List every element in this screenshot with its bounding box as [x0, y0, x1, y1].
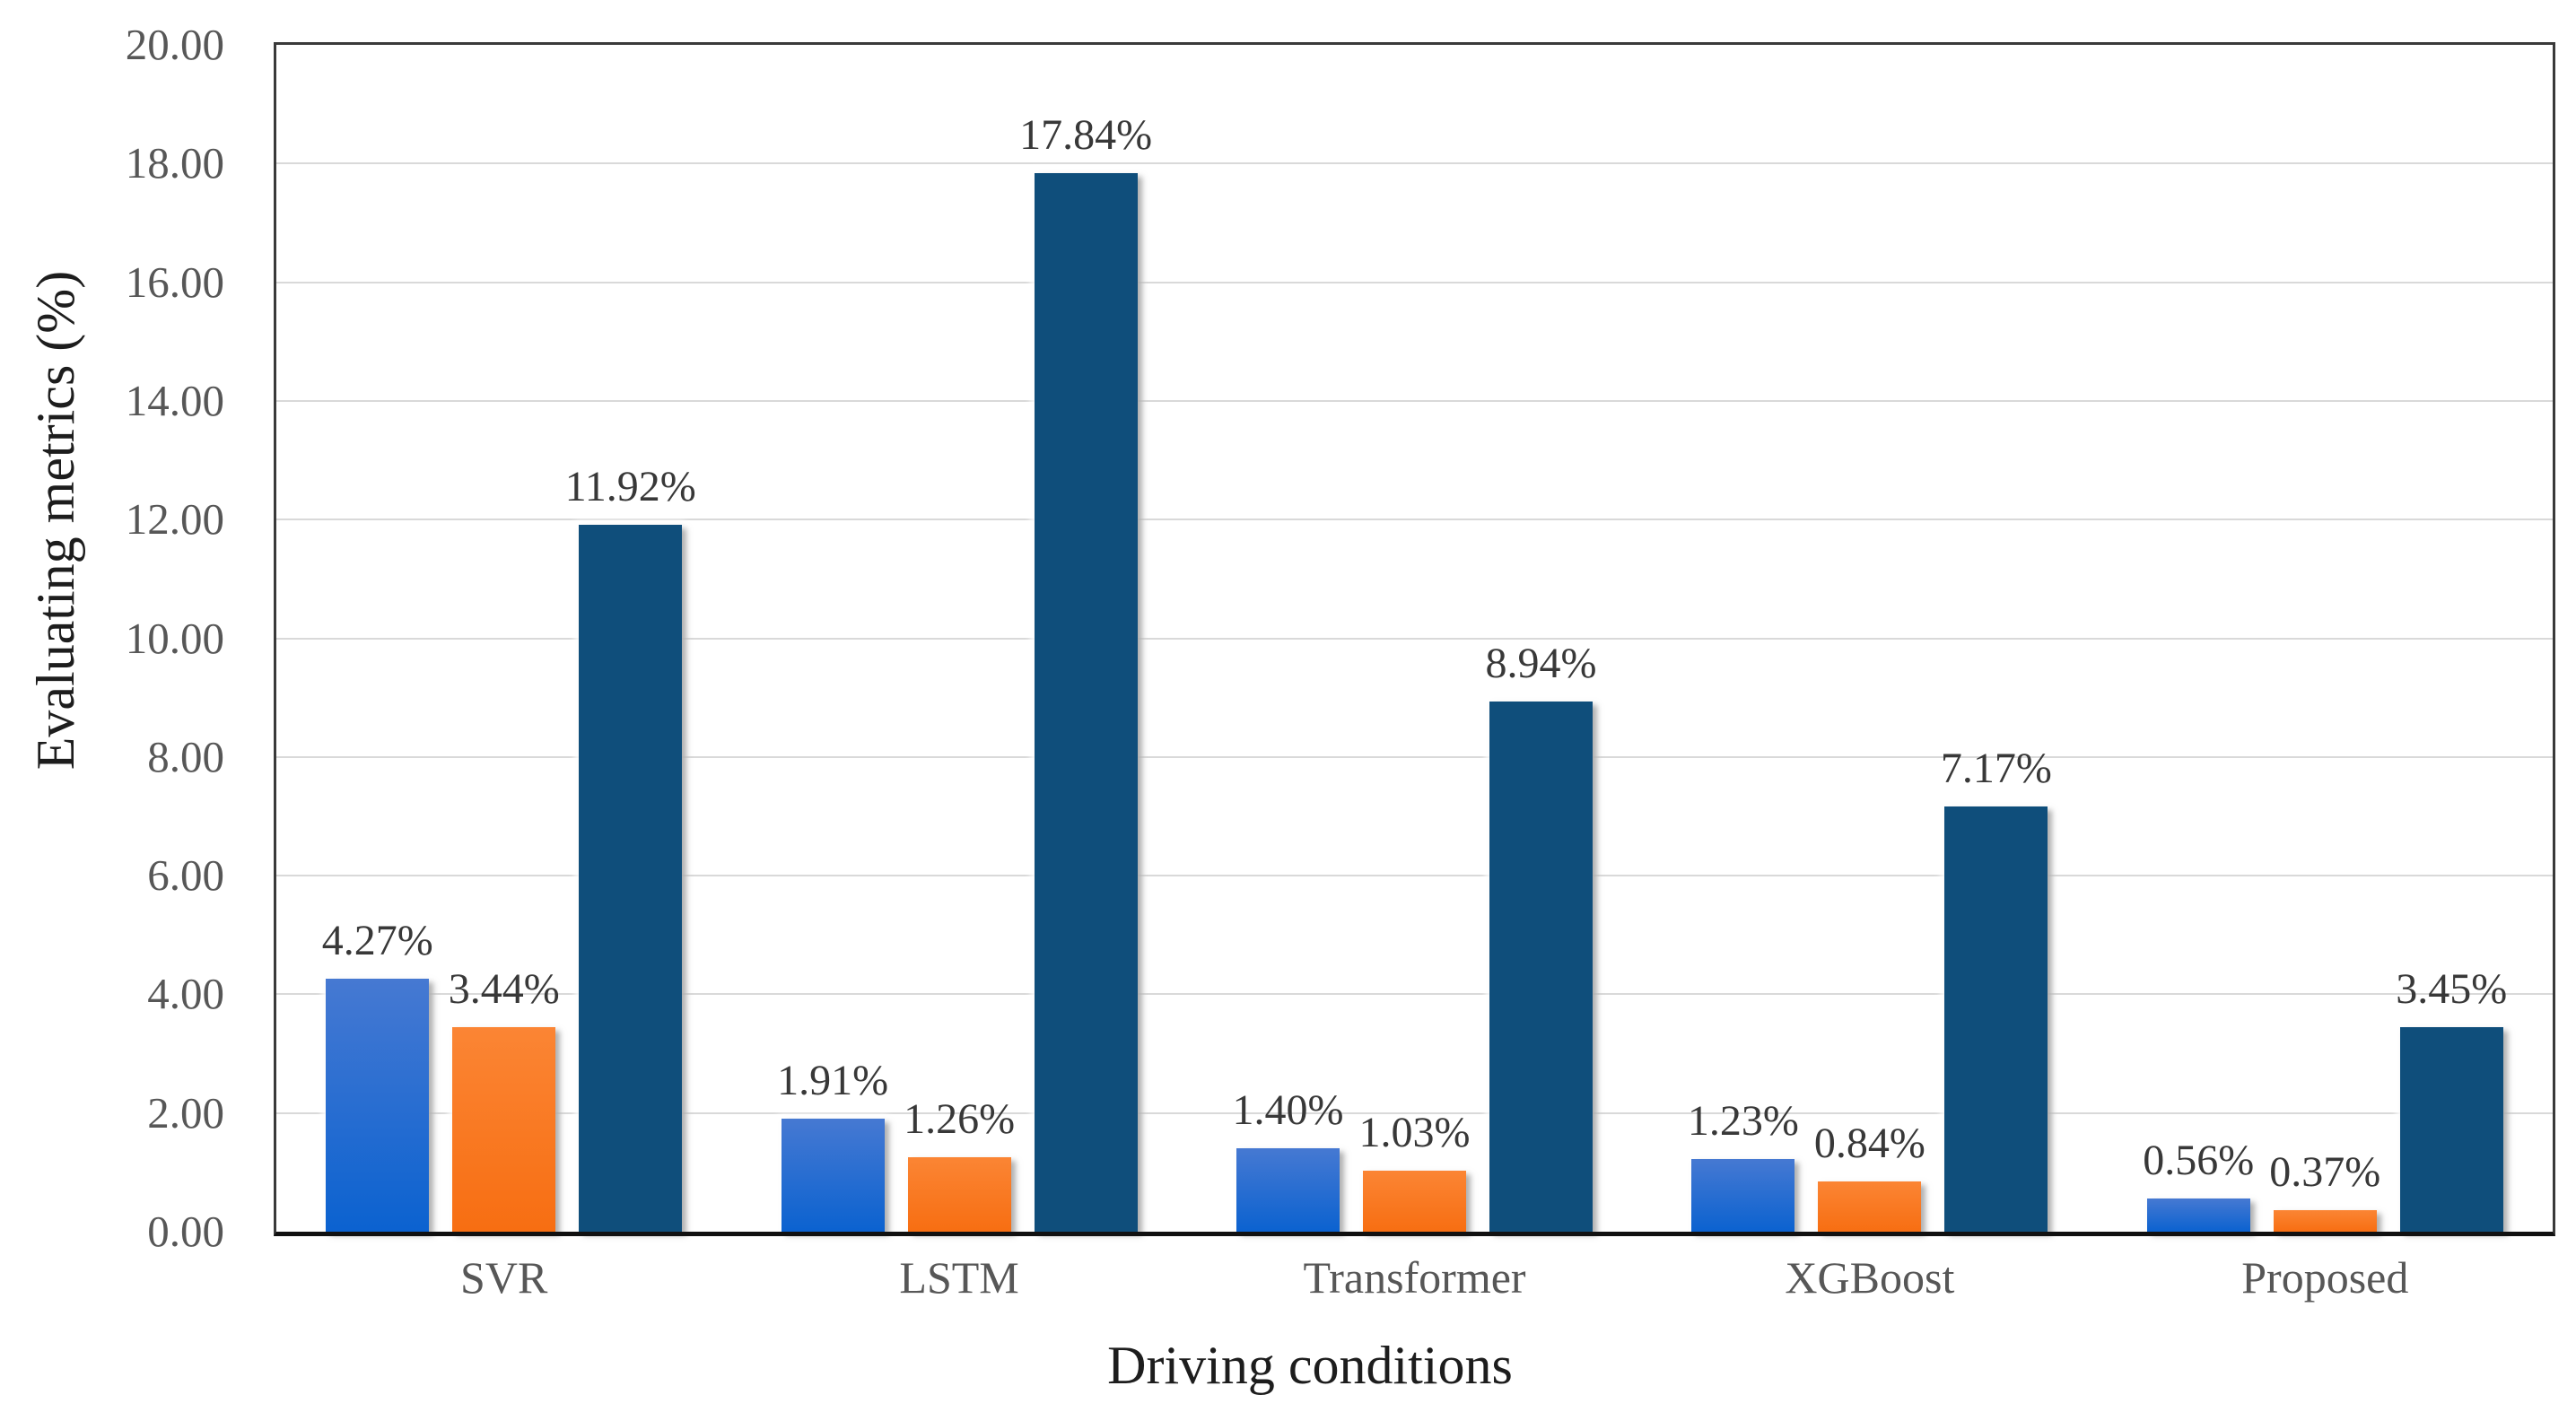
data-label-navy-lstm: 17.84%	[1019, 110, 1153, 159]
bar-orange-xgboost	[1818, 1181, 1922, 1232]
bar-navy-xgboost	[1944, 806, 2048, 1232]
bar-blue-lstm	[781, 1118, 885, 1232]
y-tick-label-18.00: 18.00	[125, 138, 224, 188]
data-label-blue-xgboost: 1.23%	[1687, 1096, 1799, 1145]
bar-navy-proposed	[2399, 1026, 2503, 1232]
bar-orange-lstm	[907, 1156, 1011, 1232]
data-label-navy-proposed: 3.45%	[2396, 964, 2508, 1013]
bar-navy-svr	[579, 524, 683, 1232]
y-tick-label-12.00: 12.00	[125, 494, 224, 545]
gridline-14.00	[276, 399, 2553, 402]
y-tick-label-6.00: 6.00	[147, 850, 224, 901]
y-tick-label-2.00: 2.00	[147, 1087, 224, 1137]
bar-blue-xgboost	[1691, 1158, 1795, 1232]
data-label-orange-xgboost: 0.84%	[1813, 1120, 1925, 1168]
y-tick-label-16.00: 16.00	[125, 257, 224, 307]
gridline-6.00	[276, 875, 2553, 877]
gridline-10.00	[276, 637, 2553, 640]
data-label-blue-proposed: 0.56%	[2143, 1136, 2255, 1184]
gridline-8.00	[276, 755, 2553, 758]
y-tick-label-4.00: 4.00	[147, 969, 224, 1019]
gridline-4.00	[276, 993, 2553, 996]
bar-navy-transformer	[1489, 701, 1593, 1232]
y-tick-label-14.00: 14.00	[125, 375, 224, 425]
x-category-label-transformer: Transformer	[1303, 1252, 1526, 1303]
y-tick-label-0.00: 0.00	[147, 1207, 224, 1256]
x-category-label-proposed: Proposed	[2241, 1252, 2409, 1303]
data-label-navy-transformer: 8.94%	[1485, 639, 1597, 687]
x-category-label-lstm: LSTM	[899, 1252, 1019, 1303]
data-label-orange-svr: 3.44%	[448, 965, 560, 1014]
x-category-label-svr: SVR	[460, 1252, 548, 1303]
y-tick-label-10.00: 10.00	[125, 613, 224, 663]
bar-blue-svr	[326, 978, 430, 1232]
y-tick-label-20.00: 20.00	[125, 20, 224, 69]
data-label-navy-xgboost: 7.17%	[1940, 744, 2052, 792]
data-label-blue-lstm: 1.91%	[777, 1056, 889, 1104]
x-axis-title: Driving conditions	[1107, 1336, 1513, 1395]
data-label-blue-transformer: 1.40%	[1232, 1086, 1344, 1135]
data-label-blue-svr: 4.27%	[321, 916, 433, 964]
data-label-orange-proposed: 0.37%	[2269, 1147, 2381, 1196]
bar-orange-transformer	[1363, 1170, 1466, 1232]
gridline-2.00	[276, 1111, 2553, 1114]
x-category-label-xgboost: XGBoost	[1785, 1252, 1955, 1303]
bar-orange-proposed	[2273, 1209, 2377, 1232]
gridline-18.00	[276, 162, 2553, 165]
plot-area: 4.27% 1.91% 1.40% 1.23% 0.56% 3.44% 1.26% 1.03%…	[276, 45, 2553, 1232]
data-label-orange-transformer: 1.03%	[1358, 1108, 1471, 1156]
data-label-orange-lstm: 1.26%	[904, 1094, 1016, 1143]
y-tick-label-8.00: 8.00	[147, 731, 224, 781]
bar-orange-svr	[452, 1027, 556, 1232]
bar-blue-proposed	[2146, 1198, 2250, 1232]
gridline-12.00	[276, 519, 2553, 521]
gridline-16.00	[276, 281, 2553, 283]
data-label-navy-svr: 11.92%	[564, 462, 696, 510]
bar-blue-transformer	[1236, 1148, 1340, 1232]
bar-navy-lstm	[1034, 172, 1138, 1232]
